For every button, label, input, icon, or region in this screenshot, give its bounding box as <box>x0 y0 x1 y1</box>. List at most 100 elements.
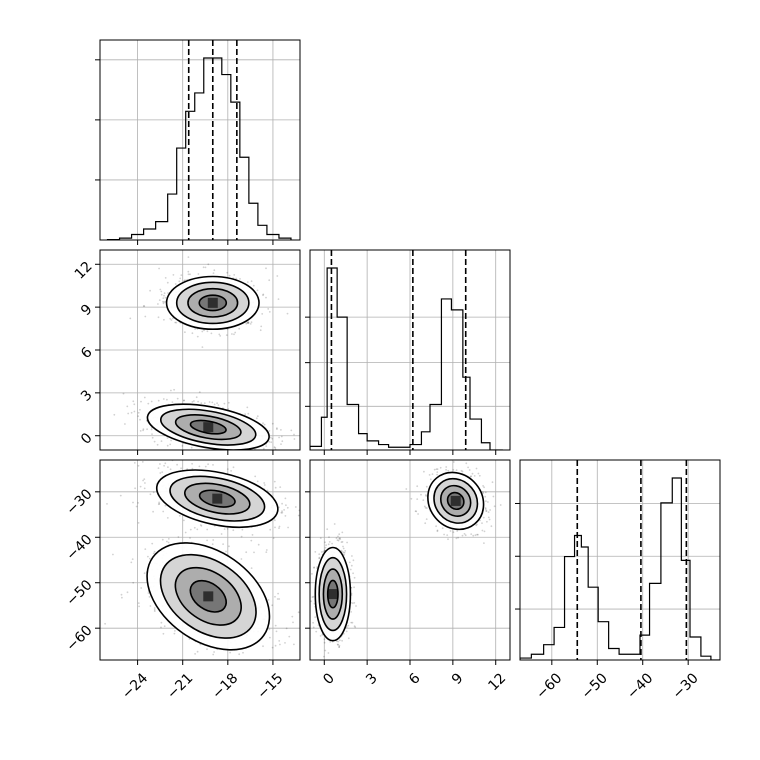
scatter-x-z-point <box>199 524 202 526</box>
scatter-y-z-point <box>455 537 458 540</box>
scatter-x-z-point <box>274 486 277 489</box>
scatter-x-z-point <box>137 602 140 604</box>
scatter-x-z-point <box>222 543 225 545</box>
scatter-y-z-point <box>342 545 344 548</box>
scatter-x-z-point <box>228 545 230 548</box>
scatter-y-z-xtick-label: 6 <box>406 670 424 688</box>
scatter-y-z-point <box>456 530 459 532</box>
scatter-x-y-point <box>269 436 272 439</box>
scatter-x-y-density-peak <box>207 297 218 308</box>
scatter-x-y-point <box>270 441 273 444</box>
scatter-x-z-point <box>198 465 201 468</box>
scatter-y-z-contour-line <box>439 484 472 517</box>
scatter-x-y-point <box>160 293 163 296</box>
scatter-x-y-point <box>256 454 258 456</box>
scatter-x-y-point <box>247 321 250 324</box>
scatter-y-z-point <box>452 468 455 471</box>
scatter-x-z-point <box>174 630 176 632</box>
scatter-x-y-point <box>191 332 194 335</box>
scatter-x-z-frame <box>99 459 301 661</box>
scatter-y-z-point <box>474 534 477 537</box>
scatter-x-y-point <box>239 278 241 280</box>
scatter-y-z-point <box>343 551 346 554</box>
scatter-x-y-point <box>166 398 168 401</box>
scatter-x-y-point <box>167 292 169 294</box>
scatter-x-z-point <box>184 531 187 534</box>
scatter-x-y-point <box>256 289 259 292</box>
scatter-x-y-point <box>173 388 176 391</box>
scatter-x-y-point <box>219 335 222 337</box>
scatter-y-z-point <box>327 652 330 654</box>
scatter-x-y-point <box>162 300 164 303</box>
scatter-x-z-panel: −30 −40 −50 −60 −24 −21 −18 −15 <box>63 456 301 703</box>
scatter-x-y-point <box>276 428 278 430</box>
scatter-x-y-point <box>140 400 142 403</box>
scatter-y-z-point <box>467 466 469 469</box>
hist-y-steps <box>310 267 503 450</box>
scatter-x-y-point <box>276 275 279 277</box>
scatter-x-y-point <box>246 281 249 283</box>
scatter-x-z-point <box>163 625 166 628</box>
scatter-x-y-point <box>293 433 295 436</box>
scatter-x-y-ytick-label: 12 <box>72 259 96 283</box>
scatter-x-y-point <box>213 403 216 406</box>
scatter-x-z-point <box>144 548 147 550</box>
scatter-y-z-point <box>345 626 348 628</box>
scatter-x-z-point <box>176 457 178 459</box>
scatter-y-z-point <box>347 637 350 640</box>
scatter-y-z-point <box>441 527 444 530</box>
scatter-y-z-point <box>351 621 354 624</box>
scatter-x-z-point <box>287 526 289 529</box>
scatter-y-z-point <box>337 643 339 646</box>
scatter-x-z-point <box>206 528 209 531</box>
scatter-x-z-point <box>281 502 283 505</box>
scatter-x-y-point <box>271 437 274 440</box>
scatter-x-y-ytick-label: 9 <box>78 301 96 319</box>
scatter-x-z-point <box>274 595 276 598</box>
scatter-y-z-point <box>473 475 476 477</box>
scatter-y-z-density-peak <box>327 589 338 600</box>
scatter-x-z-point <box>238 653 241 656</box>
scatter-x-y-point <box>139 408 141 411</box>
scatter-x-y-point <box>157 303 159 305</box>
scatter-y-z-xtick-label: 0 <box>320 670 338 688</box>
scatter-x-y-ytick-label: 0 <box>78 430 96 448</box>
scatter-y-z-point <box>313 566 315 569</box>
scatter-y-z-point <box>342 632 345 635</box>
scatter-x-y-point <box>137 415 140 418</box>
scatter-x-y-point <box>169 443 172 446</box>
scatter-x-z-point <box>148 596 151 598</box>
scatter-x-y-point <box>265 267 267 270</box>
scatter-y-z-point <box>416 485 419 488</box>
scatter-y-z-point <box>484 507 487 509</box>
scatter-y-z-panel: 0 3 6 9 12 <box>305 459 511 694</box>
scatter-x-z-point <box>266 489 269 492</box>
scatter-y-z-point <box>339 537 341 539</box>
scatter-y-z-point <box>457 536 459 539</box>
scatter-x-y-contour-line <box>160 408 257 446</box>
scatter-x-z-point <box>118 456 120 458</box>
scatter-x-z-point <box>220 533 223 535</box>
scatter-x-y-point <box>261 313 264 315</box>
scatter-x-y-point <box>203 402 206 405</box>
scatter-x-y-point <box>124 423 126 425</box>
scatter-x-y-point <box>293 438 296 440</box>
scatter-x-y-point <box>163 301 166 303</box>
scatter-y-z-point <box>405 488 408 490</box>
scatter-y-z-point <box>342 551 345 554</box>
scatter-y-z-point <box>481 529 484 532</box>
scatter-x-z-point <box>178 514 181 517</box>
scatter-x-y-point <box>238 327 241 330</box>
scatter-x-z-point <box>106 503 108 505</box>
scatter-y-z-point <box>493 505 496 508</box>
scatter-x-y-point <box>278 436 280 439</box>
scatter-y-z-point <box>491 481 494 484</box>
scatter-x-y-point <box>247 322 250 324</box>
scatter-x-z-xtick-label: −24 <box>119 670 151 702</box>
scatter-y-z-point <box>483 486 485 489</box>
scatter-x-y-point <box>160 440 163 442</box>
scatter-x-y-point <box>274 447 277 449</box>
scatter-x-y-point <box>227 408 230 410</box>
scatter-x-z-point <box>143 478 146 480</box>
scatter-y-z-point <box>313 567 315 569</box>
